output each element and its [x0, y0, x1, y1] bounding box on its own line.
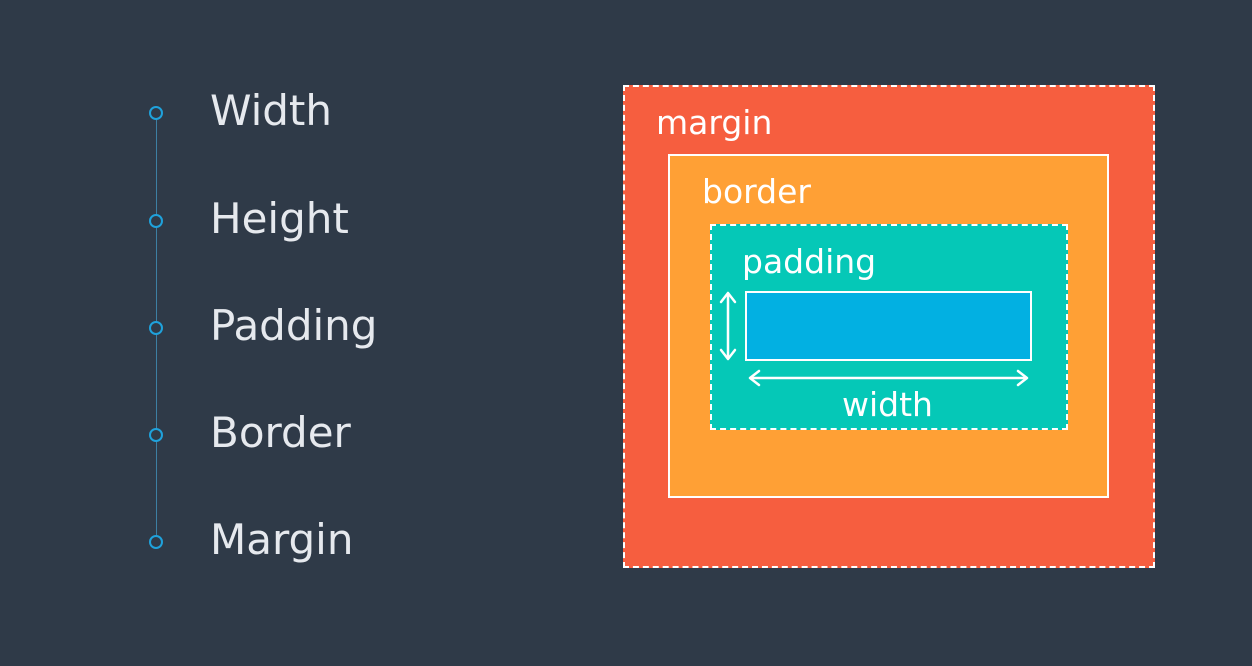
list-item-label: Margin [210, 515, 354, 564]
margin-label: margin [656, 103, 773, 142]
list-item-padding: Padding [0, 303, 600, 353]
bullet-dot-icon [149, 321, 163, 335]
list-item-label: Width [210, 86, 333, 135]
list-item-label: Height [210, 194, 349, 243]
width-label: width [842, 385, 933, 424]
bullet-dot-icon [149, 214, 163, 228]
list-item-label: Padding [210, 301, 378, 350]
padding-label: padding [742, 242, 877, 281]
bullet-dot-icon [149, 428, 163, 442]
list-item-margin: Margin [0, 517, 600, 567]
list-item-width: Width [0, 88, 600, 138]
list-item-height: Height [0, 196, 600, 246]
border-label: border [702, 172, 811, 211]
content-box [745, 291, 1032, 361]
property-list: Width Height Padding Border Margin [0, 0, 600, 666]
list-item-border: Border [0, 410, 600, 460]
bullet-dot-icon [149, 535, 163, 549]
bullet-dot-icon [149, 106, 163, 120]
list-item-label: Border [210, 408, 351, 457]
